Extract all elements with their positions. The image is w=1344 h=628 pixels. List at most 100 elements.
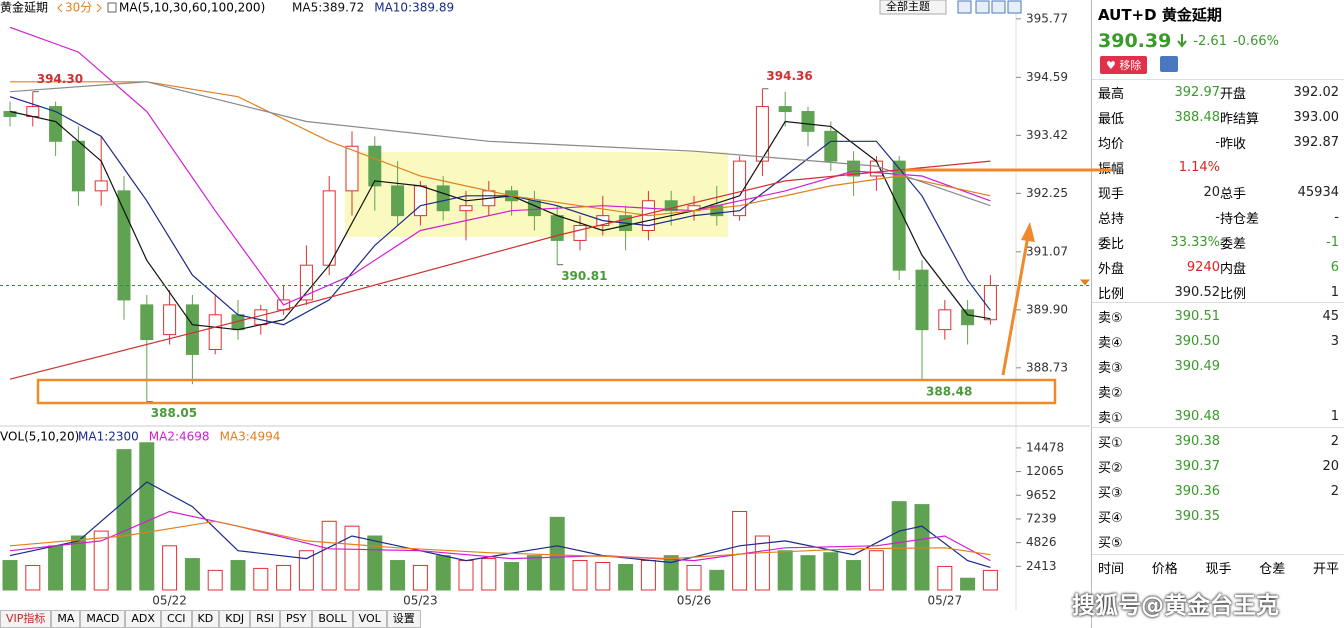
candle-body [436, 185, 450, 212]
volume-bar [344, 525, 360, 591]
candle-body [755, 106, 769, 162]
quote-row: 总持 - 持仓差 - [1098, 205, 1339, 229]
ma-icon[interactable] [107, 2, 117, 13]
candle-body [345, 145, 359, 192]
remove-button[interactable]: ♥ 移除 [1100, 56, 1148, 74]
change-pct: -0.66% [1232, 33, 1279, 49]
y-tick-label: 12065 [1026, 464, 1064, 478]
volume-bar [184, 558, 200, 591]
book-cell: 卖④ [1098, 335, 1123, 351]
order-book-row: 卖⑤ 390.51 45 [1098, 304, 1339, 328]
x-tick-label: 05/22 [152, 594, 187, 608]
tool-icon[interactable] [975, 0, 990, 14]
volume-bar [276, 564, 292, 591]
volume-bar [2, 560, 18, 591]
candle-body [117, 190, 131, 301]
book-cell: 卖③ [1098, 360, 1123, 376]
tab[interactable]: BOLL [312, 610, 353, 628]
tab[interactable]: PSY [280, 610, 313, 628]
extreme-label: 388.48 [926, 385, 972, 399]
quote-label: 开盘 [1220, 86, 1247, 102]
candle-body [824, 130, 838, 162]
candle-body [801, 111, 815, 132]
tab[interactable]: VIP指标 [0, 610, 52, 628]
volume-bar [754, 535, 770, 591]
price-line: 390.39 -2.61 -0.66% [1098, 30, 1279, 52]
period[interactable]: 30分 [65, 1, 92, 15]
tab[interactable]: KDJ [219, 610, 251, 628]
volume-bar [960, 577, 976, 591]
remove-label[interactable]: 移除 [1119, 59, 1142, 72]
tool-icon[interactable] [957, 0, 972, 14]
tool-icon[interactable] [991, 0, 1006, 14]
range-highlight [345, 152, 728, 237]
alert-button[interactable] [1160, 56, 1178, 72]
theme-label[interactable]: 全部主题 [886, 0, 930, 13]
candle-body [368, 145, 382, 187]
trades-col: 仓差 [1259, 562, 1286, 577]
period-prev[interactable] [57, 3, 63, 13]
last-price: 390.39 [1098, 30, 1172, 52]
y-tick-label: 14478 [1026, 440, 1064, 454]
tab[interactable]: CCI [160, 610, 192, 628]
book-cell: 390.38 [1174, 433, 1221, 449]
period-next[interactable] [96, 3, 102, 13]
ma-line [10, 81, 991, 217]
quote-label: 持仓差 [1220, 211, 1260, 227]
tab[interactable]: RSI [250, 610, 281, 628]
tab[interactable]: MACD [80, 610, 126, 628]
quote-label: 委比 [1098, 236, 1125, 252]
order-book-row: 买④ 390.35 [1098, 504, 1339, 528]
candle-body [299, 264, 313, 301]
quote-value: 392.87 [1293, 134, 1340, 150]
ma-line [9, 26, 991, 306]
order-book-row: 卖① 390.48 1 [1098, 404, 1339, 428]
last-price-marker [1080, 279, 1090, 286]
candle-body [983, 285, 997, 321]
volume-bar [800, 555, 816, 591]
trades-col: 现手 [1205, 562, 1232, 577]
ma-line [9, 520, 991, 560]
vol-ma-value: MA3:4994 [220, 430, 281, 444]
tab[interactable]: 设置 [386, 610, 421, 628]
volume-bar [162, 545, 178, 591]
trades-header: 时间 价格 现手 仓差 开平 [1098, 558, 1339, 577]
quote-row: 最高 392.97 开盘 392.02 [1098, 80, 1339, 104]
book-cell: 1 [1330, 408, 1339, 424]
volume-bar [618, 563, 634, 591]
theme-select[interactable] [879, 0, 947, 15]
quote-value: 9240 [1186, 259, 1220, 275]
y-tick-label: 392.25 [1026, 186, 1068, 200]
separator [1092, 427, 1344, 428]
candle-body [94, 180, 108, 192]
code: AUT+D [1098, 6, 1157, 24]
quote-value: 1.14% [1178, 159, 1220, 175]
tab[interactable]: ADX [125, 610, 161, 628]
volume-bar [253, 567, 269, 591]
volume-bar [70, 535, 86, 591]
book-cell: 390.35 [1174, 508, 1221, 524]
tool-icon[interactable] [1007, 0, 1022, 14]
candle-body [391, 185, 405, 217]
candle-body [322, 190, 336, 266]
order-book-row: 卖② [1098, 379, 1339, 403]
volume-bar [139, 442, 155, 591]
candle-body [778, 106, 792, 113]
tab[interactable]: VOL [352, 610, 387, 628]
candle-body [527, 200, 541, 217]
tab[interactable]: MA [51, 610, 81, 628]
book-cell: 390.51 [1174, 308, 1221, 324]
quote-label: 比例 [1098, 286, 1125, 302]
book-cell: 卖② [1098, 385, 1123, 401]
candle-body [892, 160, 906, 271]
volume-bar [640, 560, 656, 591]
volume-bar [572, 560, 588, 591]
book-cell: 2 [1330, 483, 1339, 499]
tab[interactable]: KD [191, 610, 220, 628]
quote-value: - [1215, 134, 1220, 150]
quote-value: 393.00 [1293, 109, 1340, 125]
separator [1092, 302, 1344, 303]
volume-bar [116, 449, 132, 591]
y-tick-label: 389.90 [1026, 302, 1068, 316]
